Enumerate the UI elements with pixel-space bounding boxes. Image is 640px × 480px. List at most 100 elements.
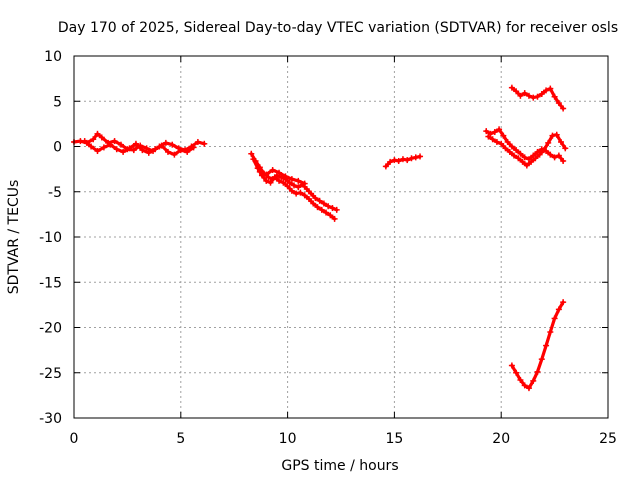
- data-point: [404, 157, 411, 164]
- y-tick-label: 0: [53, 140, 62, 156]
- data-point: [276, 177, 283, 184]
- data-point: [547, 329, 554, 336]
- data-point: [94, 148, 101, 155]
- data-point: [263, 177, 270, 184]
- data-point: [327, 212, 334, 219]
- data-point: [177, 147, 184, 154]
- data-point: [145, 149, 152, 156]
- data-point: [90, 136, 97, 143]
- data-point: [295, 177, 302, 184]
- data-point: [316, 197, 323, 204]
- data-point: [250, 156, 257, 163]
- x-tick-label: 20: [492, 431, 510, 447]
- data-point: [320, 200, 327, 207]
- data-point: [291, 182, 298, 189]
- data-point: [297, 189, 304, 196]
- data-point: [485, 133, 492, 140]
- data-point: [491, 129, 498, 136]
- data-point: [88, 143, 95, 150]
- data-point: [171, 151, 178, 158]
- data-point: [543, 342, 550, 349]
- data-point: [511, 152, 518, 159]
- x-tick-label: 5: [176, 431, 185, 447]
- y-tick-label: -15: [39, 275, 62, 291]
- data-point: [164, 148, 171, 155]
- chart-title: Day 170 of 2025, Sidereal Day-to-day VTE…: [58, 20, 618, 36]
- data-point: [310, 200, 317, 207]
- data-point: [276, 169, 283, 176]
- data-point: [318, 206, 325, 213]
- data-point: [493, 138, 500, 145]
- data-point: [560, 299, 567, 306]
- data-point: [553, 131, 560, 138]
- data-point: [271, 174, 278, 181]
- data-point: [94, 130, 101, 137]
- data-point: [498, 140, 505, 147]
- x-tick-label: 15: [385, 431, 403, 447]
- series-arc4b: [486, 133, 567, 168]
- data-point: [248, 150, 255, 157]
- data-point: [286, 179, 293, 186]
- data-point: [508, 362, 515, 369]
- data-point: [551, 315, 558, 322]
- data-point: [517, 150, 524, 157]
- data-point: [515, 155, 522, 162]
- y-tick-label: -20: [39, 321, 62, 337]
- data-point: [280, 179, 287, 186]
- data-point: [288, 176, 295, 183]
- data-point: [184, 148, 191, 155]
- data-point: [132, 140, 139, 147]
- y-tick-label: 10: [44, 49, 62, 65]
- data-point: [508, 84, 515, 91]
- data-point: [562, 145, 569, 152]
- data-point: [139, 147, 146, 154]
- data-point: [158, 142, 165, 149]
- data-point: [256, 168, 263, 175]
- data-point: [323, 209, 330, 216]
- data-point: [288, 187, 295, 194]
- data-point: [496, 126, 503, 133]
- data-point: [120, 148, 127, 155]
- data-point: [303, 186, 310, 193]
- data-point: [504, 138, 511, 145]
- x-tick-label: 25: [599, 431, 617, 447]
- data-point: [525, 92, 532, 99]
- data-point: [525, 385, 532, 392]
- data-point: [269, 167, 276, 174]
- data-point: [506, 148, 513, 155]
- plot-series: [71, 84, 569, 392]
- data-point: [536, 151, 543, 158]
- data-point: [284, 183, 291, 190]
- data-point: [513, 369, 520, 376]
- data-point: [534, 368, 541, 375]
- data-point: [325, 203, 332, 210]
- data-point: [331, 215, 338, 222]
- data-point: [391, 157, 398, 164]
- data-point: [555, 152, 562, 159]
- data-point: [126, 145, 133, 152]
- x-axis-label: GPS time / hours: [281, 458, 398, 474]
- data-point: [543, 87, 550, 94]
- data-point: [517, 92, 524, 99]
- data-point: [534, 93, 541, 100]
- data-point: [81, 138, 88, 145]
- data-point: [301, 192, 308, 199]
- data-point: [305, 195, 312, 202]
- data-point: [547, 85, 554, 92]
- data-point: [295, 184, 302, 191]
- x-tick-labels: 0 5 10 15 20 25: [70, 431, 617, 447]
- data-point: [190, 144, 197, 151]
- data-point: [417, 153, 424, 160]
- data-point: [263, 171, 270, 178]
- data-point: [508, 143, 515, 150]
- data-point: [519, 158, 526, 165]
- data-point: [382, 163, 389, 170]
- data-point: [538, 91, 545, 98]
- x-tick-label: 10: [279, 431, 297, 447]
- grid: [73, 55, 609, 419]
- x-tick-label: 0: [70, 431, 79, 447]
- data-point: [551, 93, 558, 100]
- data-point: [412, 154, 419, 161]
- data-point: [538, 356, 545, 363]
